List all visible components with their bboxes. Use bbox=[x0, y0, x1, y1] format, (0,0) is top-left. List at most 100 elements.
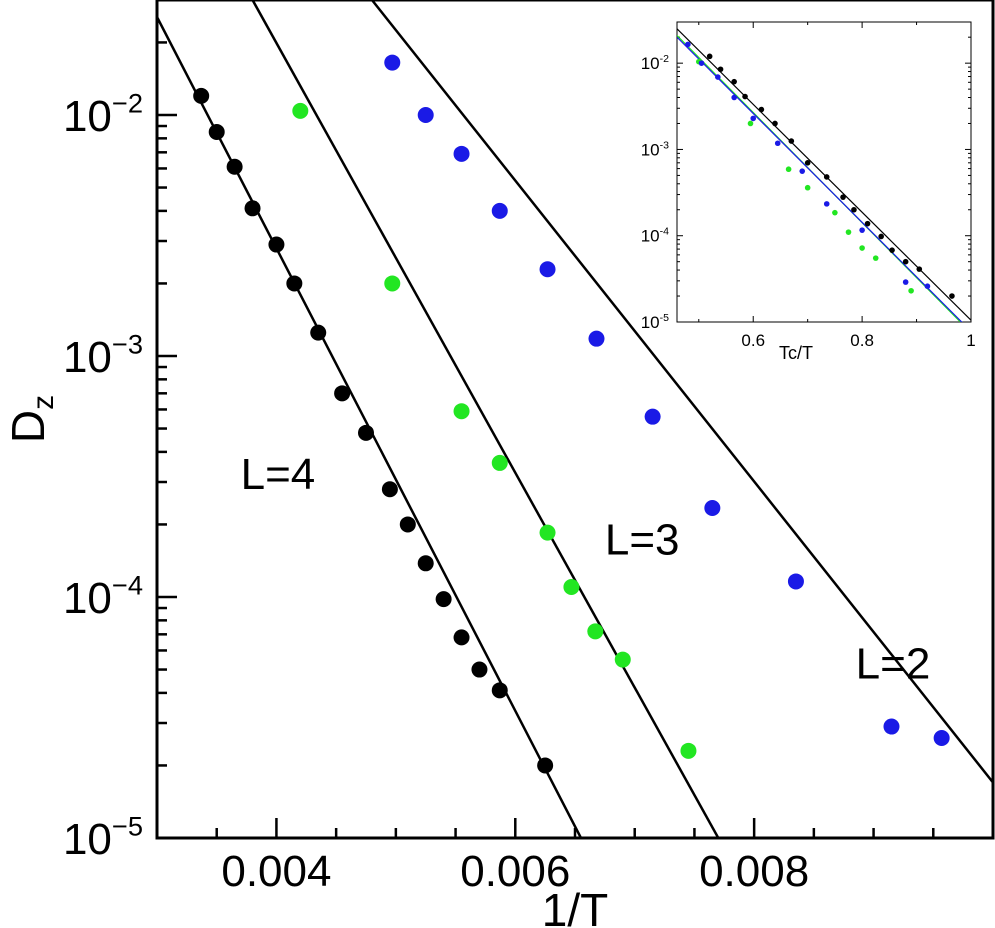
data-point bbox=[491, 202, 508, 219]
data-point bbox=[537, 757, 554, 774]
data-point bbox=[787, 573, 804, 590]
data-point bbox=[588, 330, 605, 347]
data-point bbox=[310, 324, 327, 341]
fit-line bbox=[251, 0, 720, 838]
data-point bbox=[417, 555, 434, 572]
inset-data-point bbox=[859, 245, 865, 251]
inset-x-tick-label: 0.6 bbox=[741, 331, 765, 350]
inset-data-point bbox=[924, 283, 931, 289]
x-tick-label: 0.004 bbox=[221, 847, 331, 896]
inset-data-point bbox=[742, 93, 748, 100]
data-point bbox=[644, 408, 661, 425]
inset-y-tick-label: 10-4 bbox=[641, 226, 669, 246]
data-point bbox=[226, 158, 243, 175]
data-point bbox=[883, 718, 900, 735]
data-point bbox=[563, 579, 580, 596]
inset-data-point bbox=[799, 168, 806, 174]
data-point bbox=[491, 682, 508, 699]
data-point bbox=[453, 629, 470, 646]
inset-data-point bbox=[731, 78, 737, 85]
data-point bbox=[435, 591, 452, 608]
x-axis-title: 1/T bbox=[542, 884, 608, 928]
inset-data-point bbox=[832, 209, 838, 216]
inset-data-point bbox=[878, 233, 884, 240]
y-tick-label: 10−4 bbox=[63, 570, 143, 623]
data-point bbox=[471, 661, 488, 678]
data-point bbox=[539, 261, 556, 278]
inset-data-point bbox=[715, 74, 721, 80]
inset-data-point bbox=[731, 94, 737, 101]
inset-data-point bbox=[823, 174, 830, 180]
data-point bbox=[244, 200, 261, 217]
inset-data-point bbox=[872, 255, 879, 261]
data-point bbox=[704, 500, 721, 517]
data-point bbox=[539, 524, 556, 541]
inset-x-tick-label: 0.8 bbox=[850, 331, 874, 350]
data-point bbox=[268, 236, 285, 253]
inset-data-point bbox=[706, 53, 713, 60]
series-label: L=3 bbox=[605, 516, 680, 565]
inset-data-point bbox=[916, 266, 923, 272]
x-tick-label: 0.006 bbox=[460, 847, 570, 896]
data-point bbox=[453, 403, 470, 420]
inset-data-point bbox=[804, 184, 811, 191]
inset-y-tick-label: 10-3 bbox=[641, 139, 669, 159]
inset-x-axis-title: Tc/T bbox=[779, 343, 813, 363]
x-tick-label: 0.008 bbox=[699, 847, 809, 896]
inset-data-point bbox=[859, 227, 865, 233]
data-point bbox=[381, 481, 398, 498]
y-tick-label: 10−2 bbox=[63, 88, 143, 141]
data-point bbox=[399, 516, 416, 533]
inset-data-point bbox=[949, 293, 955, 299]
inset-data-point bbox=[772, 120, 778, 127]
data-point bbox=[384, 54, 401, 71]
inset-plot: 0.6 0.8 1 10-2 10-3 10-4 10-5 Tc/T bbox=[641, 21, 976, 363]
inset-data-point bbox=[788, 138, 795, 144]
inset-plot-frame bbox=[676, 21, 972, 323]
data-point bbox=[587, 623, 604, 640]
inset-data-point bbox=[774, 140, 781, 147]
inset-data-point bbox=[785, 166, 792, 173]
inset-x-tick-label: 1 bbox=[966, 331, 975, 350]
inset-data-point bbox=[902, 279, 909, 285]
fit-line bbox=[370, 0, 993, 784]
y-tick-label: 10−5 bbox=[63, 811, 143, 864]
inset-data-point bbox=[750, 115, 757, 122]
inset-data-point bbox=[845, 229, 852, 235]
data-point bbox=[292, 102, 309, 119]
series-label: L=2 bbox=[856, 639, 931, 688]
data-layer bbox=[157, 0, 993, 838]
inset-data-point bbox=[864, 220, 871, 227]
inset-data-point bbox=[908, 287, 914, 294]
data-point bbox=[286, 275, 303, 292]
inset-data-layer bbox=[677, 28, 971, 322]
inset-fit-line bbox=[677, 36, 963, 322]
inset-y-tick-label: 10-5 bbox=[641, 312, 669, 332]
data-point bbox=[491, 454, 508, 471]
inset-data-point bbox=[840, 194, 846, 200]
y-axis-title: Dz bbox=[2, 395, 60, 443]
data-point bbox=[208, 123, 225, 140]
data-point bbox=[614, 651, 631, 668]
inset-y-tick-label: 10-2 bbox=[641, 53, 669, 73]
data-point bbox=[358, 424, 374, 441]
data-point bbox=[417, 106, 434, 123]
inset-data-point bbox=[698, 60, 705, 66]
series-label: L=4 bbox=[241, 450, 316, 499]
data-point bbox=[384, 275, 401, 292]
data-point bbox=[680, 742, 697, 759]
data-point bbox=[334, 385, 351, 402]
inset-data-point bbox=[685, 41, 691, 48]
inset-data-point bbox=[804, 160, 811, 166]
inset-data-point bbox=[889, 247, 895, 253]
inset-data-point bbox=[747, 120, 754, 127]
y-tick-label: 10−3 bbox=[63, 329, 143, 382]
inset-data-point bbox=[851, 206, 857, 213]
data-point bbox=[453, 145, 470, 162]
inset-data-point bbox=[902, 258, 909, 265]
inset-data-point bbox=[823, 201, 830, 207]
data-point bbox=[933, 729, 950, 746]
inset-data-point bbox=[717, 66, 724, 73]
